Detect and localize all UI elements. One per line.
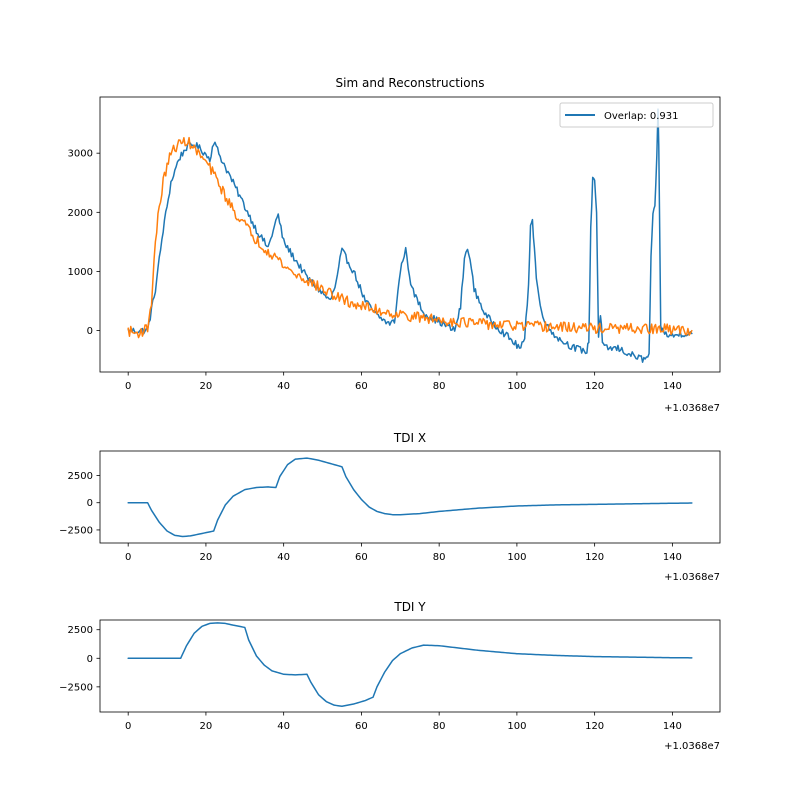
x-tick-label: 100 (507, 552, 526, 563)
x-offset-label: +1.0368e7 (664, 403, 720, 414)
legend-box (559, 102, 714, 128)
legend: Overlap: 0.931 (559, 102, 714, 128)
x-tick-label: 40 (277, 721, 290, 732)
x-tick-label: 20 (200, 552, 213, 563)
y-tick-label: −2500 (59, 525, 93, 536)
chart-title: TDI X (393, 431, 426, 445)
axis-ticks: 0 20 40 60 80 100 120 140 −2500 0 2500 (59, 625, 682, 732)
x-tick-label: 20 (200, 721, 213, 732)
plot-area (127, 457, 693, 538)
x-tick-label: 40 (277, 552, 290, 563)
x-tick-label: 80 (433, 552, 446, 563)
chart-tdi-y: TDI Y 0 20 40 60 80 100 120 140 −2500 0 2500 +1.03… (59, 600, 721, 752)
x-tick-label: 100 (507, 721, 526, 732)
y-tick-label: 0 (87, 326, 93, 337)
series-line-blue (127, 108, 693, 363)
axes-frame (99, 96, 721, 373)
x-tick-label: 120 (585, 381, 604, 392)
plot-area (127, 108, 693, 363)
x-offset-label: +1.0368e7 (664, 741, 720, 752)
series-line-blue (127, 457, 693, 538)
y-tick-label: 2500 (68, 471, 93, 482)
x-tick-label: 140 (663, 721, 682, 732)
x-tick-label: 60 (355, 552, 368, 563)
y-tick-label: 0 (87, 654, 93, 665)
x-tick-label: 140 (663, 381, 682, 392)
x-tick-label: 80 (433, 721, 446, 732)
legend-label: Overlap: 0.931 (604, 111, 678, 122)
series-line-blue (127, 622, 693, 708)
y-tick-label: 3000 (68, 149, 93, 160)
chart-tdi-x: TDI X 0 20 40 60 80 100 120 140 −2500 0 2500 +1.03… (59, 431, 721, 583)
axes-frame (99, 450, 721, 544)
plot-area (127, 622, 693, 708)
axis-ticks: 0 20 40 60 80 100 120 140 −2500 0 2500 (59, 471, 682, 563)
x-tick-label: 20 (200, 381, 213, 392)
x-tick-label: 60 (355, 381, 368, 392)
x-tick-label: 0 (125, 381, 131, 392)
x-tick-label: 100 (507, 381, 526, 392)
x-tick-label: 120 (585, 721, 604, 732)
y-tick-label: 2500 (68, 625, 93, 636)
y-tick-label: 1000 (68, 267, 93, 278)
x-tick-label: 0 (125, 721, 131, 732)
x-tick-label: 80 (433, 381, 446, 392)
chart-sim-and-reconstructions: Sim and Reconstructions 0 20 40 60 80 100 120 1… (68, 76, 721, 414)
axis-ticks: 0 20 40 60 80 100 120 140 0 1000 2000 3000 (68, 149, 682, 392)
x-tick-label: 120 (585, 552, 604, 563)
chart-title: TDI Y (393, 600, 426, 614)
x-tick-label: 0 (125, 552, 131, 563)
axes-frame (99, 619, 721, 713)
x-tick-label: 60 (355, 721, 368, 732)
y-tick-label: 0 (87, 498, 93, 509)
y-tick-label: 2000 (68, 208, 93, 219)
y-tick-label: −2500 (59, 682, 93, 693)
x-offset-label: +1.0368e7 (664, 572, 720, 583)
x-tick-label: 140 (663, 552, 682, 563)
chart-title: Sim and Reconstructions (336, 76, 485, 90)
series-line-orange (127, 136, 693, 339)
x-tick-label: 40 (277, 381, 290, 392)
